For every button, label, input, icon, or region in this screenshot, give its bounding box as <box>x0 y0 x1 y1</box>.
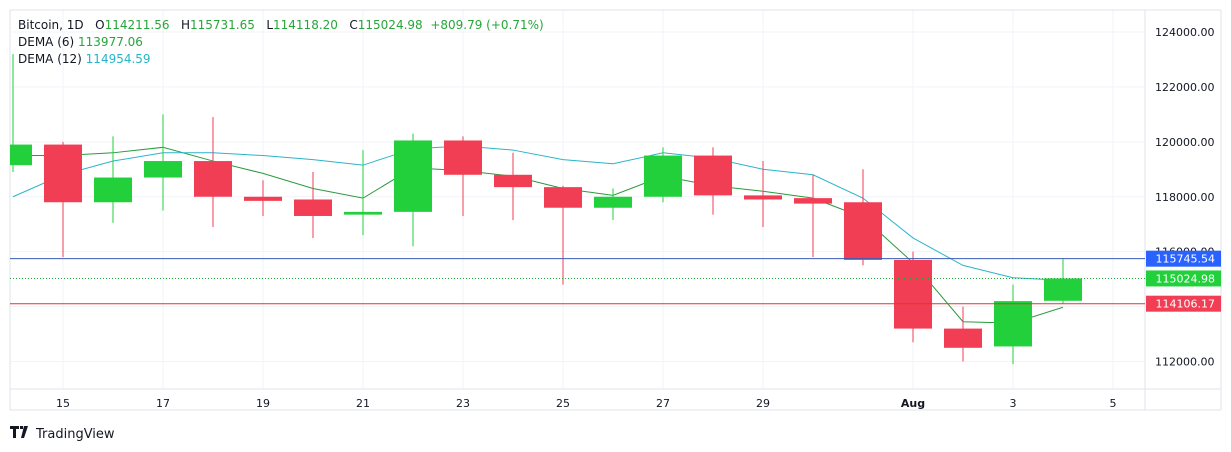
close-value: 115024.98 <box>357 18 423 32</box>
candle-body <box>494 174 532 188</box>
time-tick-label: 29 <box>756 397 770 410</box>
candle-body <box>744 195 782 200</box>
time-tick-label: 19 <box>256 397 270 410</box>
price-tick-label: 122000.00 <box>1155 81 1215 94</box>
price-tag-label: 115745.54 <box>1156 253 1216 266</box>
price-tag <box>1146 295 1221 312</box>
brand-name: TradingView <box>36 426 115 442</box>
candle-body <box>994 301 1032 347</box>
time-tick-label: 21 <box>356 397 370 410</box>
candles <box>10 53 1082 365</box>
time-tick-label: 23 <box>456 397 470 410</box>
time-tick-label: 25 <box>556 397 570 410</box>
time-tick-label: 5 <box>1110 397 1117 410</box>
price-tag-label: 115024.98 <box>1156 272 1216 285</box>
dema6-line <box>13 146 1064 324</box>
candle-body <box>544 187 582 208</box>
interval[interactable]: 1D <box>66 18 84 32</box>
price-tag <box>1146 270 1221 287</box>
chart-legend: Bitcoin, 1D O114211.56 H115731.65 L11411… <box>18 17 544 68</box>
tradingview-logo-icon <box>10 426 32 442</box>
candle-body <box>94 177 132 203</box>
candle-body <box>344 211 382 215</box>
candle-body <box>794 198 832 204</box>
price-tags: 115745.54 115024.98 114106.17 <box>1146 250 1221 312</box>
candle-body <box>694 155 732 196</box>
low-value: 114118.20 <box>273 18 338 32</box>
candle-body <box>594 196 632 208</box>
price-tick-label: 124000.00 <box>1155 26 1215 39</box>
price-axis-labels: 112000.00114000.00116000.00118000.001200… <box>1155 26 1215 369</box>
dema6-label: DEMA (6) <box>18 35 75 49</box>
price-tick-label: 112000.00 <box>1155 356 1215 369</box>
dema12-label: DEMA (12) <box>18 52 82 66</box>
ohlc-row: Bitcoin, 1D O114211.56 H115731.65 L11411… <box>18 18 544 32</box>
time-tick-label: Aug <box>901 397 925 410</box>
candle-body <box>644 155 682 197</box>
dema6-value: 113977.06 <box>78 35 143 49</box>
time-tick-label: 17 <box>156 397 170 410</box>
dema12-value: 114954.59 <box>85 52 151 66</box>
candle-body <box>144 161 182 178</box>
symbol-name[interactable]: Bitcoin <box>18 18 60 32</box>
candle-body <box>394 140 432 212</box>
tradingview-brand[interactable]: TradingView <box>10 426 115 442</box>
candle-body <box>194 161 232 197</box>
candle-body <box>444 140 482 175</box>
axes <box>9 9 1222 411</box>
candle-body <box>1044 278 1082 301</box>
candle-body <box>294 199 332 216</box>
candle-body <box>244 196 282 201</box>
candle-body <box>10 144 32 166</box>
candle-body <box>944 328 982 348</box>
close-label: C <box>349 18 358 32</box>
high-label: H <box>180 18 190 32</box>
time-tick-label: 15 <box>56 397 70 410</box>
price-lines <box>10 258 1145 305</box>
change-value: +809.79 (+0.71%) <box>430 18 544 32</box>
high-value: 115731.65 <box>189 18 255 32</box>
open-value: 114211.56 <box>104 18 170 32</box>
dema-lines <box>12 145 1064 324</box>
open-label: O <box>95 18 105 32</box>
time-axis-labels: 15 17 19 21 23 25 27 29 Aug 3 5 <box>56 397 1117 410</box>
price-tick-label: 120000.00 <box>1155 136 1215 149</box>
candle-body <box>894 259 932 329</box>
time-tick-label: 27 <box>656 397 670 410</box>
low-label: L <box>266 18 274 32</box>
price-tag-label: 114106.17 <box>1156 298 1216 311</box>
time-tick-label: 3 <box>1010 397 1017 410</box>
price-tag <box>1146 250 1221 267</box>
candle-body <box>44 144 82 203</box>
dema12-line <box>12 145 1064 281</box>
dema12-row[interactable]: DEMA (12) 114954.59 <box>18 51 544 68</box>
candle-body <box>844 202 882 260</box>
price-tick-label: 118000.00 <box>1155 191 1215 204</box>
dema6-row[interactable]: DEMA (6) 113977.06 <box>18 34 544 51</box>
